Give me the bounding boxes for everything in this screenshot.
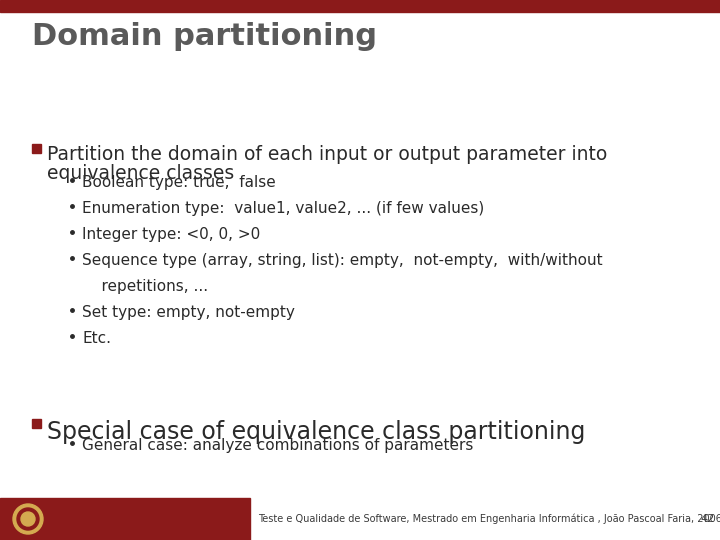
Text: equivalence classes: equivalence classes	[47, 164, 234, 183]
Text: Faculdade de Engenharia: Faculdade de Engenharia	[48, 529, 127, 534]
Bar	[32, 419, 41, 428]
Text: Boolean type: true,  false: Boolean type: true, false	[82, 175, 276, 190]
Text: Enumeration type:  value1, value2, ... (if few values): Enumeration type: value1, value2, ... (i…	[82, 201, 485, 216]
Bar	[32, 144, 41, 153]
Bar	[0, 0, 720, 12]
Text: Partition the domain of each input or output parameter into: Partition the domain of each input or ou…	[47, 145, 607, 164]
Text: repetitions, ...: repetitions, ...	[82, 279, 208, 294]
Text: Universidade do Porto: Universidade do Porto	[48, 522, 117, 526]
Text: General case: analyze combinations of parameters: General case: analyze combinations of pa…	[82, 438, 473, 453]
Circle shape	[13, 504, 43, 534]
Bar	[0, 498, 250, 540]
Text: FEUP: FEUP	[48, 505, 100, 523]
Text: Domain partitioning: Domain partitioning	[32, 22, 377, 51]
Text: Teste e Qualidade de Software, Mestrado em Engenharia Informática , João Pascoal: Teste e Qualidade de Software, Mestrado …	[258, 514, 720, 524]
Text: Special case of equivalence class partitioning: Special case of equivalence class partit…	[47, 420, 585, 444]
Circle shape	[21, 512, 35, 526]
Text: Integer type: <0, 0, >0: Integer type: <0, 0, >0	[82, 227, 260, 242]
Circle shape	[17, 508, 39, 530]
Text: Sequence type (array, string, list): empty,  not-empty,  with/without: Sequence type (array, string, list): emp…	[82, 253, 603, 268]
Text: 42: 42	[700, 514, 714, 524]
Text: Etc.: Etc.	[82, 331, 111, 346]
Text: Set type: empty, not-empty: Set type: empty, not-empty	[82, 305, 295, 320]
